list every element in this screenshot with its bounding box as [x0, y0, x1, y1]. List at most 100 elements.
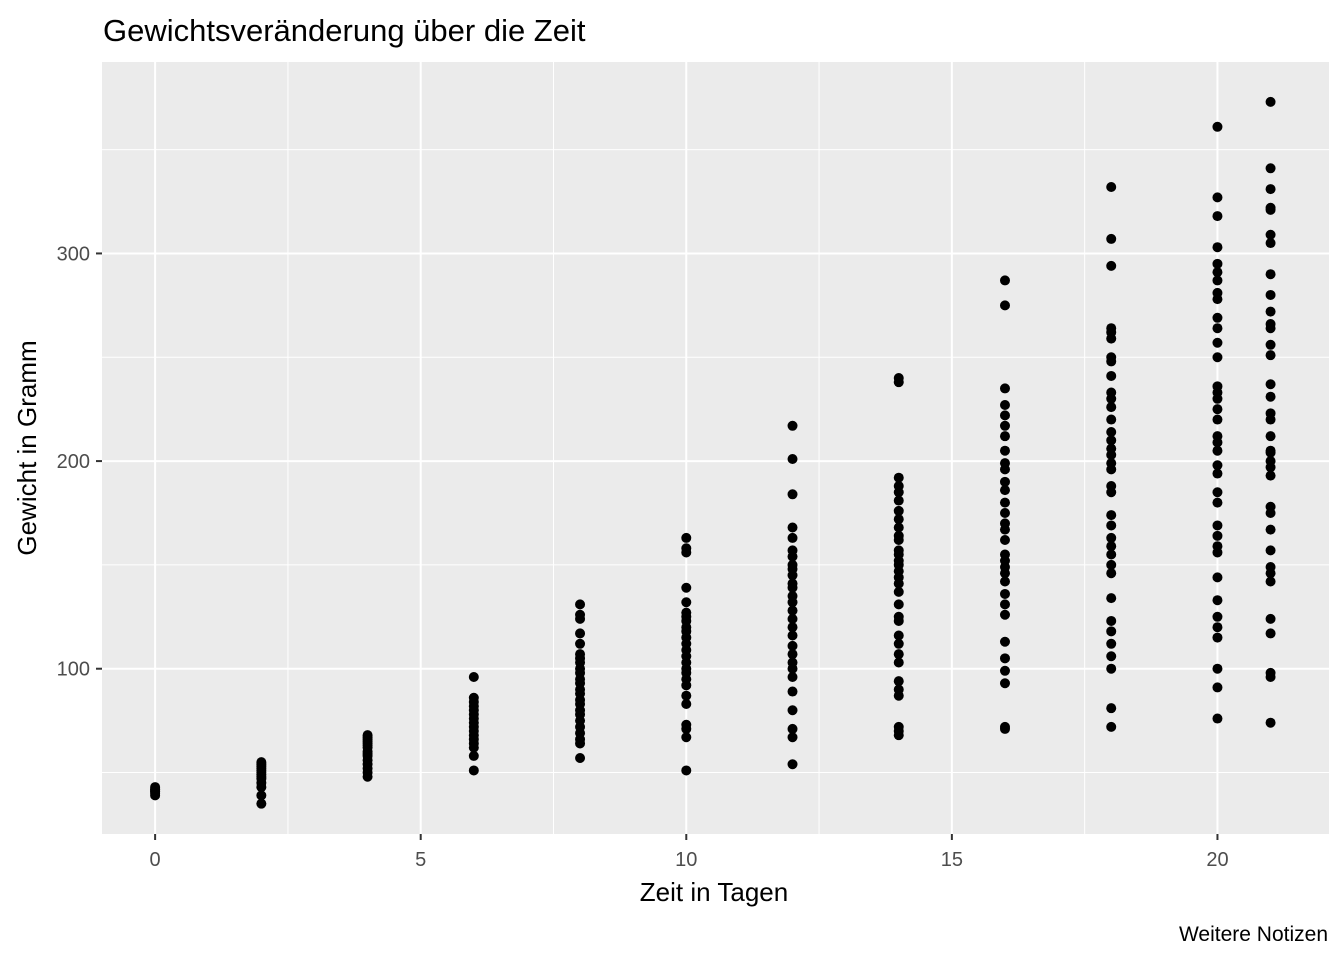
data-point [787, 705, 798, 716]
data-point [787, 672, 798, 683]
x-tick-label: 5 [415, 849, 426, 871]
data-point [1265, 628, 1276, 639]
data-point [468, 692, 479, 703]
x-tick-label: 10 [675, 849, 697, 871]
data-point [1106, 615, 1117, 626]
data-point [1212, 713, 1223, 724]
data-point [999, 400, 1010, 411]
data-point [999, 458, 1010, 469]
data-point [1212, 632, 1223, 643]
data-point [575, 628, 586, 639]
data-point [1265, 238, 1276, 249]
data-point [893, 599, 904, 610]
data-point [1265, 667, 1276, 678]
data-point [256, 757, 267, 768]
data-point [1212, 445, 1223, 456]
data-point [1212, 414, 1223, 425]
data-point [1212, 267, 1223, 278]
data-point [1212, 242, 1223, 253]
data-point [787, 591, 798, 602]
data-point [1212, 404, 1223, 415]
data-point [1106, 443, 1117, 454]
data-point [893, 545, 904, 556]
data-point [1265, 289, 1276, 300]
data-point [787, 522, 798, 533]
data-point [681, 597, 692, 608]
x-tick-label: 0 [150, 849, 161, 871]
data-point [1212, 520, 1223, 531]
data-point [999, 588, 1010, 599]
data-point [575, 599, 586, 610]
data-point [681, 582, 692, 593]
data-point [787, 686, 798, 697]
data-point [893, 649, 904, 660]
data-point [999, 534, 1010, 545]
data-point [893, 586, 904, 597]
data-point [1212, 275, 1223, 286]
data-point [999, 420, 1010, 431]
data-point [999, 445, 1010, 456]
data-point [681, 532, 692, 543]
data-point [1106, 323, 1117, 334]
data-point [1212, 323, 1223, 334]
data-point [999, 518, 1010, 529]
data-point [787, 732, 798, 743]
data-point [1212, 611, 1223, 622]
data-point [468, 672, 479, 683]
data-point [1212, 595, 1223, 606]
data-point [999, 599, 1010, 610]
data-point [787, 578, 798, 589]
data-point [468, 765, 479, 776]
data-point [1106, 427, 1117, 438]
data-point [1265, 269, 1276, 280]
data-point [256, 790, 267, 801]
data-point [1106, 532, 1117, 543]
data-point [787, 559, 798, 570]
data-point [575, 753, 586, 764]
data-point [893, 676, 904, 687]
data-point [1265, 391, 1276, 402]
data-point [999, 549, 1010, 560]
data-point [1212, 312, 1223, 323]
data-point [893, 514, 904, 525]
data-point [1106, 402, 1117, 413]
data-point [575, 609, 586, 620]
data-point [1212, 487, 1223, 498]
y-tick-label: 300 [57, 243, 90, 265]
data-point [681, 732, 692, 743]
data-point [787, 605, 798, 616]
data-point [893, 373, 904, 384]
data-point [1106, 458, 1117, 469]
data-point [1106, 352, 1117, 363]
data-point [999, 665, 1010, 676]
data-point [1212, 287, 1223, 298]
data-point [787, 622, 798, 633]
data-point [1265, 561, 1276, 572]
data-point [787, 657, 798, 668]
data-point [999, 721, 1010, 732]
data-point [1212, 258, 1223, 269]
data-point [1106, 480, 1117, 491]
data-point [362, 730, 373, 741]
data-point [1212, 572, 1223, 583]
data-point [999, 497, 1010, 508]
data-point [999, 300, 1010, 311]
data-point [893, 721, 904, 732]
data-point [787, 723, 798, 734]
data-point [1212, 192, 1223, 203]
data-point [787, 640, 798, 651]
data-points [150, 96, 1276, 809]
data-point [681, 543, 692, 554]
data-point [999, 476, 1010, 487]
data-point [1265, 339, 1276, 350]
data-point [1212, 541, 1223, 552]
data-point [1106, 651, 1117, 662]
data-point [787, 489, 798, 500]
data-point [1265, 96, 1276, 107]
data-point [1106, 260, 1117, 271]
data-point [1106, 541, 1117, 552]
x-axis-title: Zeit in Tagen [640, 877, 788, 907]
data-point [787, 545, 798, 556]
data-point [999, 275, 1010, 286]
data-point [1212, 497, 1223, 508]
